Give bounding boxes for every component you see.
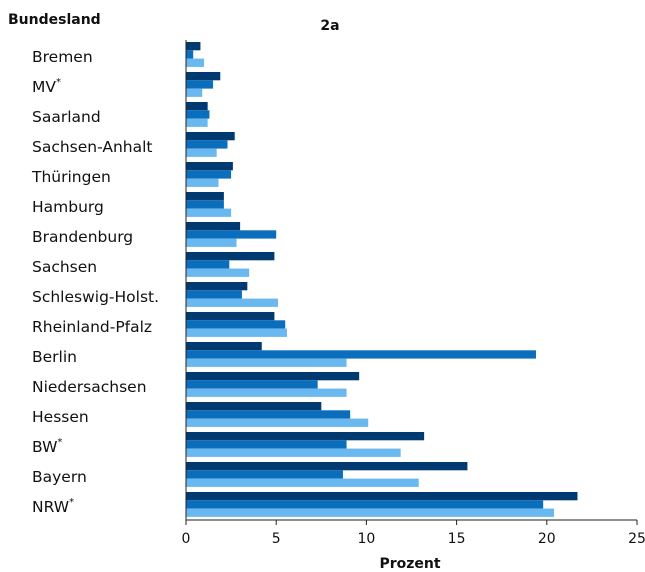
- bar-bremen-s3: [186, 58, 205, 67]
- bar-sachsen-s2: [186, 260, 230, 269]
- x-tick-label: 25: [628, 531, 645, 547]
- bar-bayern-s3: [186, 478, 419, 487]
- bar-sachsen-anhalt-s2: [186, 140, 228, 149]
- bar-sachsen-s3: [186, 268, 250, 277]
- bar-brandenburg-s3: [186, 238, 237, 247]
- category-label: Bayern: [32, 468, 87, 486]
- bar-niedersachsen-s2: [186, 380, 318, 389]
- bar-sachsen-anhalt-s1: [186, 132, 235, 141]
- bar-berlin-s1: [186, 342, 262, 351]
- bar-bremen-s2: [186, 50, 194, 59]
- category-label: Sachsen: [32, 258, 97, 276]
- bar-nrw-s3: [186, 508, 555, 517]
- bar-niedersachsen-s1: [186, 372, 360, 381]
- bar-rheinland-pfalz-s2: [186, 320, 286, 329]
- bar-mv-s2: [186, 80, 214, 89]
- bar-sachsen-anhalt-s3: [186, 148, 217, 157]
- bar-schleswig-holst--s3: [186, 298, 278, 307]
- category-footnote-mark: *: [56, 77, 61, 88]
- category-label: NRW*: [32, 497, 74, 516]
- category-label: Brandenburg: [32, 228, 133, 246]
- x-tick-label: 5: [272, 531, 281, 547]
- bar-hessen-s2: [186, 410, 351, 419]
- bar-schleswig-holst--s1: [186, 282, 248, 291]
- bar-mv-s3: [186, 88, 203, 97]
- x-tick-label: 20: [538, 531, 556, 547]
- bar-th-ringen-s1: [186, 162, 233, 171]
- category-label: Schleswig-Holst.: [32, 288, 159, 306]
- category-footnote-mark: *: [69, 497, 74, 508]
- bar-sachsen-s1: [186, 252, 275, 261]
- category-label: Sachsen-Anhalt: [32, 138, 153, 156]
- category-label: Rheinland-Pfalz: [32, 318, 152, 336]
- category-label: MV*: [32, 77, 61, 96]
- bar-hamburg-s1: [186, 192, 224, 201]
- bar-schleswig-holst--s2: [186, 290, 242, 299]
- bar-saarland-s2: [186, 110, 210, 119]
- bar-bw-s1: [186, 432, 425, 441]
- category-label: Bremen: [32, 48, 93, 66]
- category-footnote-mark: *: [57, 437, 62, 448]
- x-tick-label: 15: [448, 531, 466, 547]
- bar-bw-s2: [186, 440, 347, 449]
- bar-th-ringen-s2: [186, 170, 232, 179]
- bar-brandenburg-s2: [186, 230, 277, 239]
- category-label: Thüringen: [31, 168, 111, 186]
- bar-hessen-s1: [186, 402, 322, 411]
- bars-group: [186, 42, 578, 517]
- bar-niedersachsen-s3: [186, 388, 347, 397]
- category-label: Berlin: [32, 348, 77, 366]
- bar-berlin-s3: [186, 358, 347, 367]
- bar-bw-s3: [186, 448, 401, 457]
- bar-nrw-s2: [186, 500, 544, 509]
- bar-bayern-s1: [186, 462, 468, 471]
- bar-brandenburg-s1: [186, 222, 241, 231]
- category-labels: Bremen MV* Saarland Sachsen-Anhalt Thüringen…: [31, 48, 159, 516]
- bar-berlin-s2: [186, 350, 536, 359]
- bar-nrw-s1: [186, 492, 578, 501]
- bar-bremen-s1: [186, 42, 201, 51]
- bar-saarland-s1: [186, 102, 208, 111]
- category-label: Hamburg: [32, 198, 104, 216]
- bar-mv-s1: [186, 72, 221, 81]
- bar-rheinland-pfalz-s3: [186, 328, 288, 337]
- x-tick-label: 10: [357, 531, 375, 547]
- bar-hamburg-s3: [186, 208, 232, 217]
- bar-th-ringen-s3: [186, 178, 219, 187]
- bar-hessen-s3: [186, 418, 369, 427]
- category-label: Hessen: [32, 408, 89, 426]
- x-tick-label: 0: [182, 531, 191, 547]
- category-label: Niedersachsen: [32, 378, 147, 396]
- chart-title: 2a: [320, 18, 339, 34]
- bar-saarland-s3: [186, 118, 208, 127]
- category-label: BW*: [32, 437, 62, 456]
- bar-hamburg-s2: [186, 200, 224, 209]
- bar-rheinland-pfalz-s1: [186, 312, 275, 321]
- bar-bayern-s2: [186, 470, 343, 479]
- x-axis-title: Prozent: [379, 556, 440, 572]
- x-axis: 0 5 10 15 20 25: [182, 40, 645, 547]
- category-label: Saarland: [32, 108, 101, 126]
- y-axis-title: Bundesland: [8, 12, 101, 28]
